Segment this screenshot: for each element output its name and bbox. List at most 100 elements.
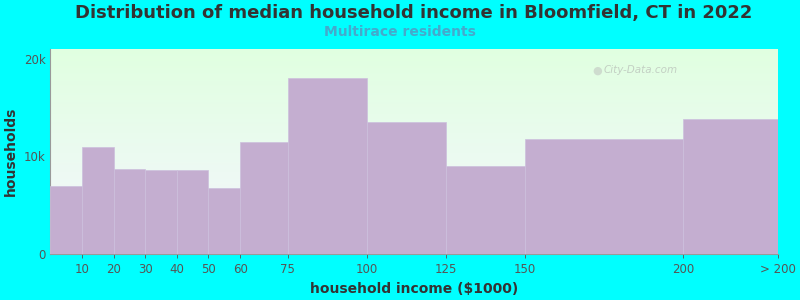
Bar [50, 251, 778, 253]
Bar [50, 112, 778, 114]
Bar [50, 182, 778, 184]
Bar [50, 69, 778, 71]
Bar [240, 142, 287, 254]
Bar [50, 201, 778, 203]
Bar [50, 150, 778, 152]
Bar [50, 66, 778, 68]
Bar [50, 102, 778, 103]
Text: ●: ● [592, 65, 602, 75]
Bar [50, 73, 778, 74]
Bar [50, 220, 778, 222]
Bar [50, 49, 778, 50]
Bar [50, 184, 778, 186]
Bar [50, 186, 778, 188]
Bar [50, 88, 778, 90]
Bar [50, 146, 778, 148]
Bar [50, 177, 778, 179]
Bar [50, 174, 778, 176]
Bar [50, 198, 778, 200]
Bar [50, 158, 778, 160]
Bar [50, 241, 778, 242]
Bar [50, 97, 778, 98]
Bar [50, 225, 778, 227]
Bar [50, 193, 778, 194]
Bar [50, 224, 778, 225]
Bar [50, 194, 778, 196]
Bar [50, 186, 82, 254]
Bar [50, 136, 778, 138]
Bar [50, 155, 778, 157]
Bar [50, 237, 778, 239]
Bar [50, 143, 778, 145]
Bar [50, 141, 778, 143]
Bar [50, 85, 778, 86]
Bar [50, 133, 778, 134]
Bar [50, 230, 778, 232]
Bar [50, 126, 778, 127]
Title: Distribution of median household income in Bloomfield, CT in 2022: Distribution of median household income … [75, 4, 753, 22]
Bar [50, 129, 778, 131]
Bar [50, 107, 778, 109]
Bar [50, 134, 778, 136]
Bar [50, 57, 778, 59]
Bar [50, 229, 778, 230]
Bar [82, 147, 114, 254]
Bar [50, 78, 778, 80]
Bar [50, 222, 778, 224]
Bar [50, 153, 778, 155]
Bar [50, 131, 778, 133]
Bar [50, 103, 778, 105]
Bar [50, 116, 778, 117]
Bar [50, 86, 778, 88]
Bar [50, 165, 778, 167]
Bar [50, 208, 778, 210]
Bar [50, 244, 778, 246]
Bar [50, 83, 778, 85]
Bar [50, 114, 778, 116]
Bar [50, 246, 778, 248]
Bar [50, 217, 778, 218]
Bar [50, 169, 778, 170]
Bar [683, 119, 778, 254]
Bar [50, 138, 778, 140]
Bar [50, 64, 778, 66]
Bar [50, 81, 778, 83]
Bar [50, 253, 778, 254]
Bar [50, 210, 778, 212]
Bar [50, 121, 778, 122]
Bar [50, 176, 778, 177]
Bar [50, 140, 778, 141]
Bar [50, 232, 778, 234]
Bar [50, 145, 778, 146]
Bar [50, 152, 778, 153]
Bar [50, 90, 778, 92]
Bar [50, 122, 778, 124]
Bar [50, 218, 778, 220]
Bar [50, 227, 778, 229]
Bar [50, 213, 778, 215]
Bar [50, 50, 778, 52]
Bar [287, 78, 366, 254]
Bar [50, 242, 778, 244]
Bar [50, 172, 778, 174]
Bar [50, 61, 778, 62]
Bar [50, 236, 778, 237]
Bar [50, 196, 778, 198]
Bar [50, 128, 778, 129]
Bar [50, 100, 778, 102]
Bar [50, 119, 778, 121]
Bar [50, 109, 778, 110]
Text: City-Data.com: City-Data.com [603, 65, 678, 75]
Bar [50, 164, 778, 165]
Text: Multirace residents: Multirace residents [324, 25, 476, 38]
Bar [50, 157, 778, 158]
Bar [209, 188, 240, 254]
Bar [146, 170, 177, 254]
Bar [50, 181, 778, 182]
Bar [50, 215, 778, 217]
Bar [50, 148, 778, 150]
Bar [50, 54, 778, 56]
Bar [50, 68, 778, 69]
Bar [177, 170, 209, 254]
Bar [50, 124, 778, 126]
